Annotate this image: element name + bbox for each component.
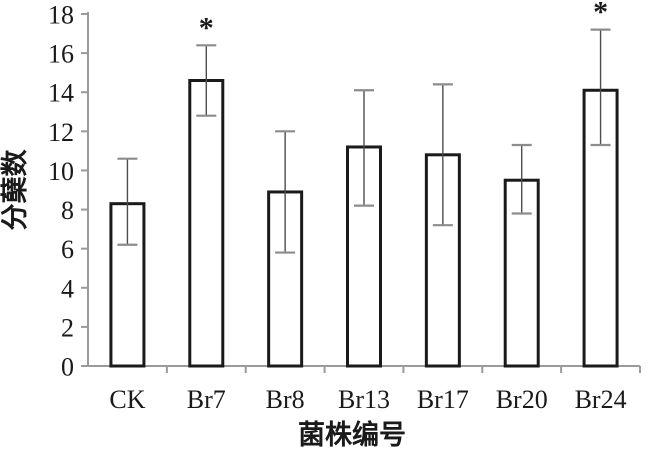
x-tick-label-Br7: Br7 — [187, 385, 226, 414]
y-tick-label: 2 — [61, 313, 74, 342]
x-axis-title: 菌株编号 — [298, 419, 406, 450]
x-tick-label-CK: CK — [109, 385, 145, 414]
x-tick-label-Br20: Br20 — [496, 385, 548, 414]
y-tick-label: 6 — [61, 235, 74, 264]
x-tick-label-Br17: Br17 — [417, 385, 469, 414]
y-tick-label: 8 — [61, 196, 74, 225]
x-tick-label-Br24: Br24 — [575, 385, 627, 414]
y-tick-label: 0 — [61, 353, 74, 382]
significance-marker-Br24: * — [593, 0, 608, 29]
y-tick-label: 14 — [48, 79, 74, 108]
y-tick-label: 16 — [48, 40, 74, 69]
y-tick-label: 4 — [61, 274, 74, 303]
x-tick-label-Br8: Br8 — [266, 385, 305, 414]
y-tick-label: 10 — [48, 157, 74, 186]
y-axis-title: 分蘖数 — [0, 149, 30, 231]
y-tick-label: 18 — [48, 1, 74, 30]
y-tick-label: 12 — [48, 118, 74, 147]
significance-marker-Br7: * — [199, 11, 214, 44]
bar-Br7 — [188, 78, 225, 368]
plot-area: 0 2 4 6 8 10 12 14 16 18 CK * Br7 Br8 Br13 Br17 Br20 * Br2… — [48, 0, 641, 414]
x-tick-label-Br13: Br13 — [338, 385, 390, 414]
